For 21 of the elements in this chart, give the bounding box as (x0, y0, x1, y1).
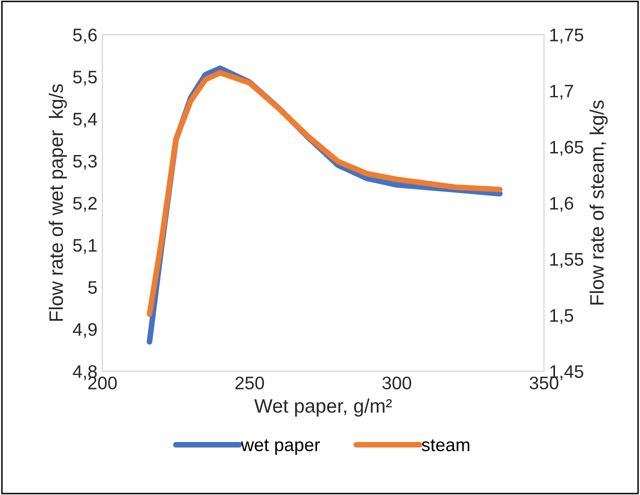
y2-tick-label: 1,55 (550, 253, 584, 268)
y2-tick-label: 1,65 (550, 140, 584, 156)
y-axis-title: Flow rate of wet paper kg/s (48, 84, 67, 321)
x-tick-label: 300 (382, 376, 412, 390)
y2-axis-title: Flow rate of steam, kg/s (590, 100, 608, 305)
x-tick-label: 250 (235, 376, 264, 390)
y-tick-label: 5,1 (73, 239, 97, 254)
y-tick-label: 5,6 (73, 28, 97, 44)
y-tick-label: 5,4 (73, 112, 98, 128)
legend-label: steam (422, 439, 470, 452)
y-tick-label: 4,9 (72, 323, 97, 338)
y2-tick-label: 1,75 (550, 28, 584, 44)
y2-tick-label: 1,7 (550, 84, 574, 100)
y2-tick-label: 1,5 (550, 309, 574, 324)
legend-label: wet paper (240, 439, 320, 455)
y-tick-label: 5,5 (73, 70, 97, 86)
x-axis-title: Wet paper, g/m² (254, 398, 392, 417)
y-tick-label: 5 (88, 281, 97, 294)
y2-tick-label: 1,6 (550, 196, 574, 212)
y-tick-label: 5,3 (73, 154, 97, 170)
y-tick-label: 5,2 (73, 196, 97, 212)
